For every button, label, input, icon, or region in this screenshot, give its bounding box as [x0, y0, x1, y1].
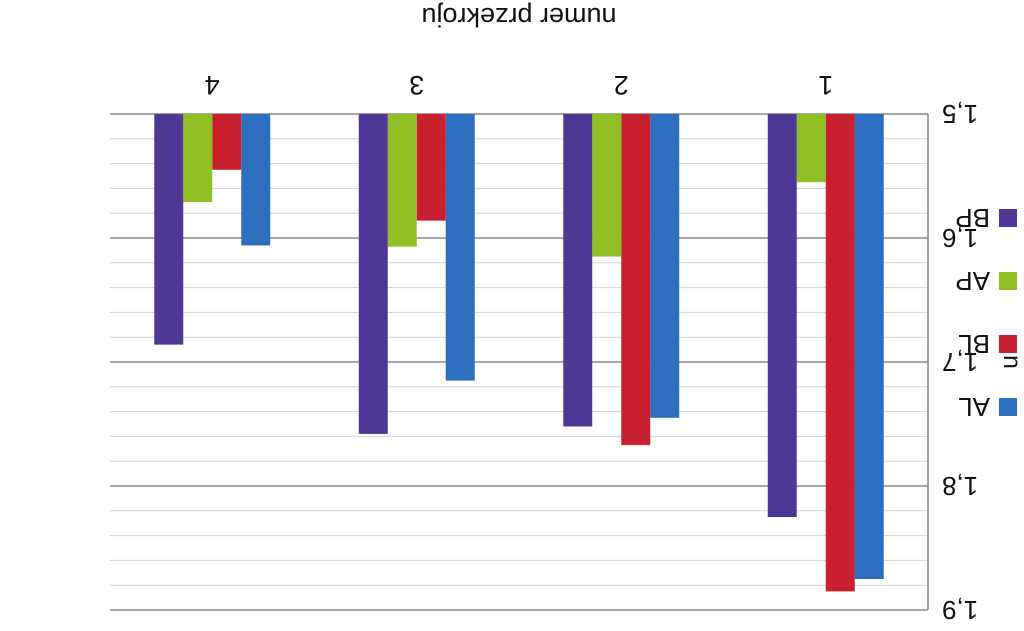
legend-label-bp: BP — [955, 203, 990, 233]
bar-al-4 — [241, 114, 271, 246]
y-tick-label: 1,8 — [942, 471, 978, 501]
bar-bp-2 — [563, 114, 593, 427]
bar-ap-2 — [592, 114, 622, 257]
bar-bl-3 — [416, 114, 446, 221]
legend-swatch-bp — [999, 209, 1017, 227]
y-tick-label: 1,9 — [942, 595, 978, 625]
bar-ap-1 — [796, 114, 826, 183]
bar-bp-4 — [154, 114, 184, 345]
gridlines — [110, 113, 928, 611]
x-tick-label: 1 — [818, 70, 833, 100]
bar-bp-1 — [767, 114, 797, 517]
bar-bp-3 — [358, 114, 388, 434]
x-tick-label: 3 — [409, 70, 424, 100]
bar-al-3 — [445, 114, 475, 381]
legend-label-bl: BL — [958, 329, 990, 359]
x-tick-label: 4 — [205, 70, 220, 100]
legend-swatch-al — [999, 398, 1017, 416]
y-tick-label: 1,7 — [942, 347, 978, 377]
bar-al-1 — [854, 114, 884, 579]
axes: 1,5 1,6 1,7 1,8 1,9 1 2 3 4 — [205, 70, 978, 625]
y-tick-label: 1,6 — [942, 223, 978, 253]
bars — [154, 114, 884, 592]
y-axis-title: n — [998, 355, 1024, 369]
legend: AL BL AP BP — [955, 203, 1017, 422]
y-tick-label: 1,5 — [942, 99, 978, 129]
bar-bl-4 — [212, 114, 242, 170]
legend-label-ap: AP — [955, 266, 990, 296]
legend-swatch-ap — [999, 272, 1017, 290]
bar-bl-1 — [825, 114, 855, 592]
legend-swatch-bl — [999, 335, 1017, 353]
bar-ap-3 — [387, 114, 417, 247]
x-tick-label: 2 — [614, 70, 629, 100]
bar-bl-2 — [621, 114, 651, 446]
bar-ap-4 — [183, 114, 213, 203]
x-axis-title: numer przekroju — [421, 2, 616, 32]
bar-al-2 — [650, 114, 680, 418]
legend-label-al: AL — [958, 392, 990, 422]
